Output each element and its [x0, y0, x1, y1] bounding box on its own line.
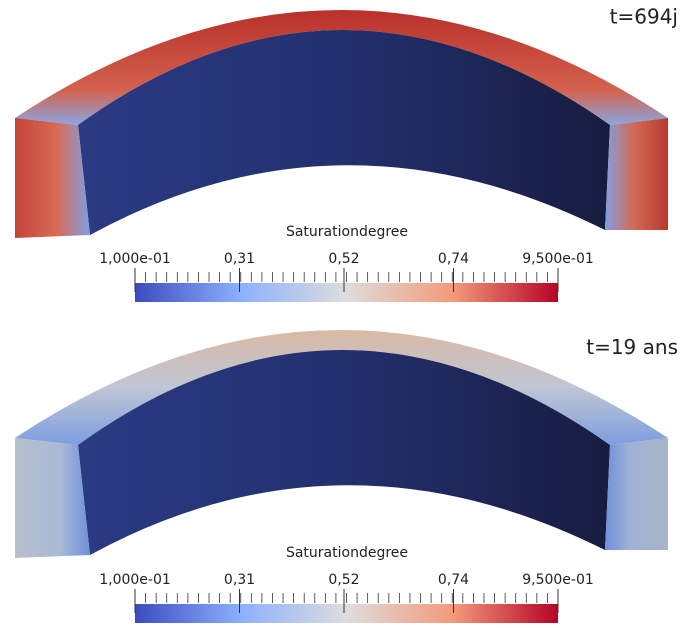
ring-right-face — [605, 118, 668, 230]
colorbar-tick-label: 0,74 — [438, 572, 469, 588]
colorbar-tick-label: 0,31 — [224, 251, 255, 267]
colorbar-tick-label: 0,52 — [328, 572, 359, 588]
colorbar-title: Saturationdegree — [286, 224, 408, 240]
colorbar-tick-label: 1,000e-01 — [99, 251, 171, 267]
ring-right-face — [605, 438, 668, 550]
colorbar-tick-label: 9,500e-01 — [522, 251, 594, 267]
ring-top — [15, 330, 668, 445]
time-label: t=694j — [610, 5, 678, 29]
time-label: t=19 ans — [586, 335, 678, 359]
colorbar-tick-label: 9,500e-01 — [522, 572, 594, 588]
ring-render — [15, 330, 668, 558]
colorbar-tick-label: 1,000e-01 — [99, 572, 171, 588]
colorbar-tick-label: 0,31 — [224, 572, 255, 588]
colorbar — [135, 283, 558, 302]
ring-inner-wall — [78, 350, 610, 555]
ring-left-face — [15, 438, 90, 558]
ring-left-face — [15, 118, 90, 238]
colorbar-tick-label: 0,52 — [328, 251, 359, 267]
ring-render — [15, 10, 668, 238]
colorbar-tick-label: 0,74 — [438, 251, 469, 267]
colorbar-title: Saturationdegree — [286, 545, 408, 561]
colorbar — [135, 604, 558, 623]
ring-top — [15, 10, 668, 125]
ring-inner-wall — [78, 30, 610, 235]
